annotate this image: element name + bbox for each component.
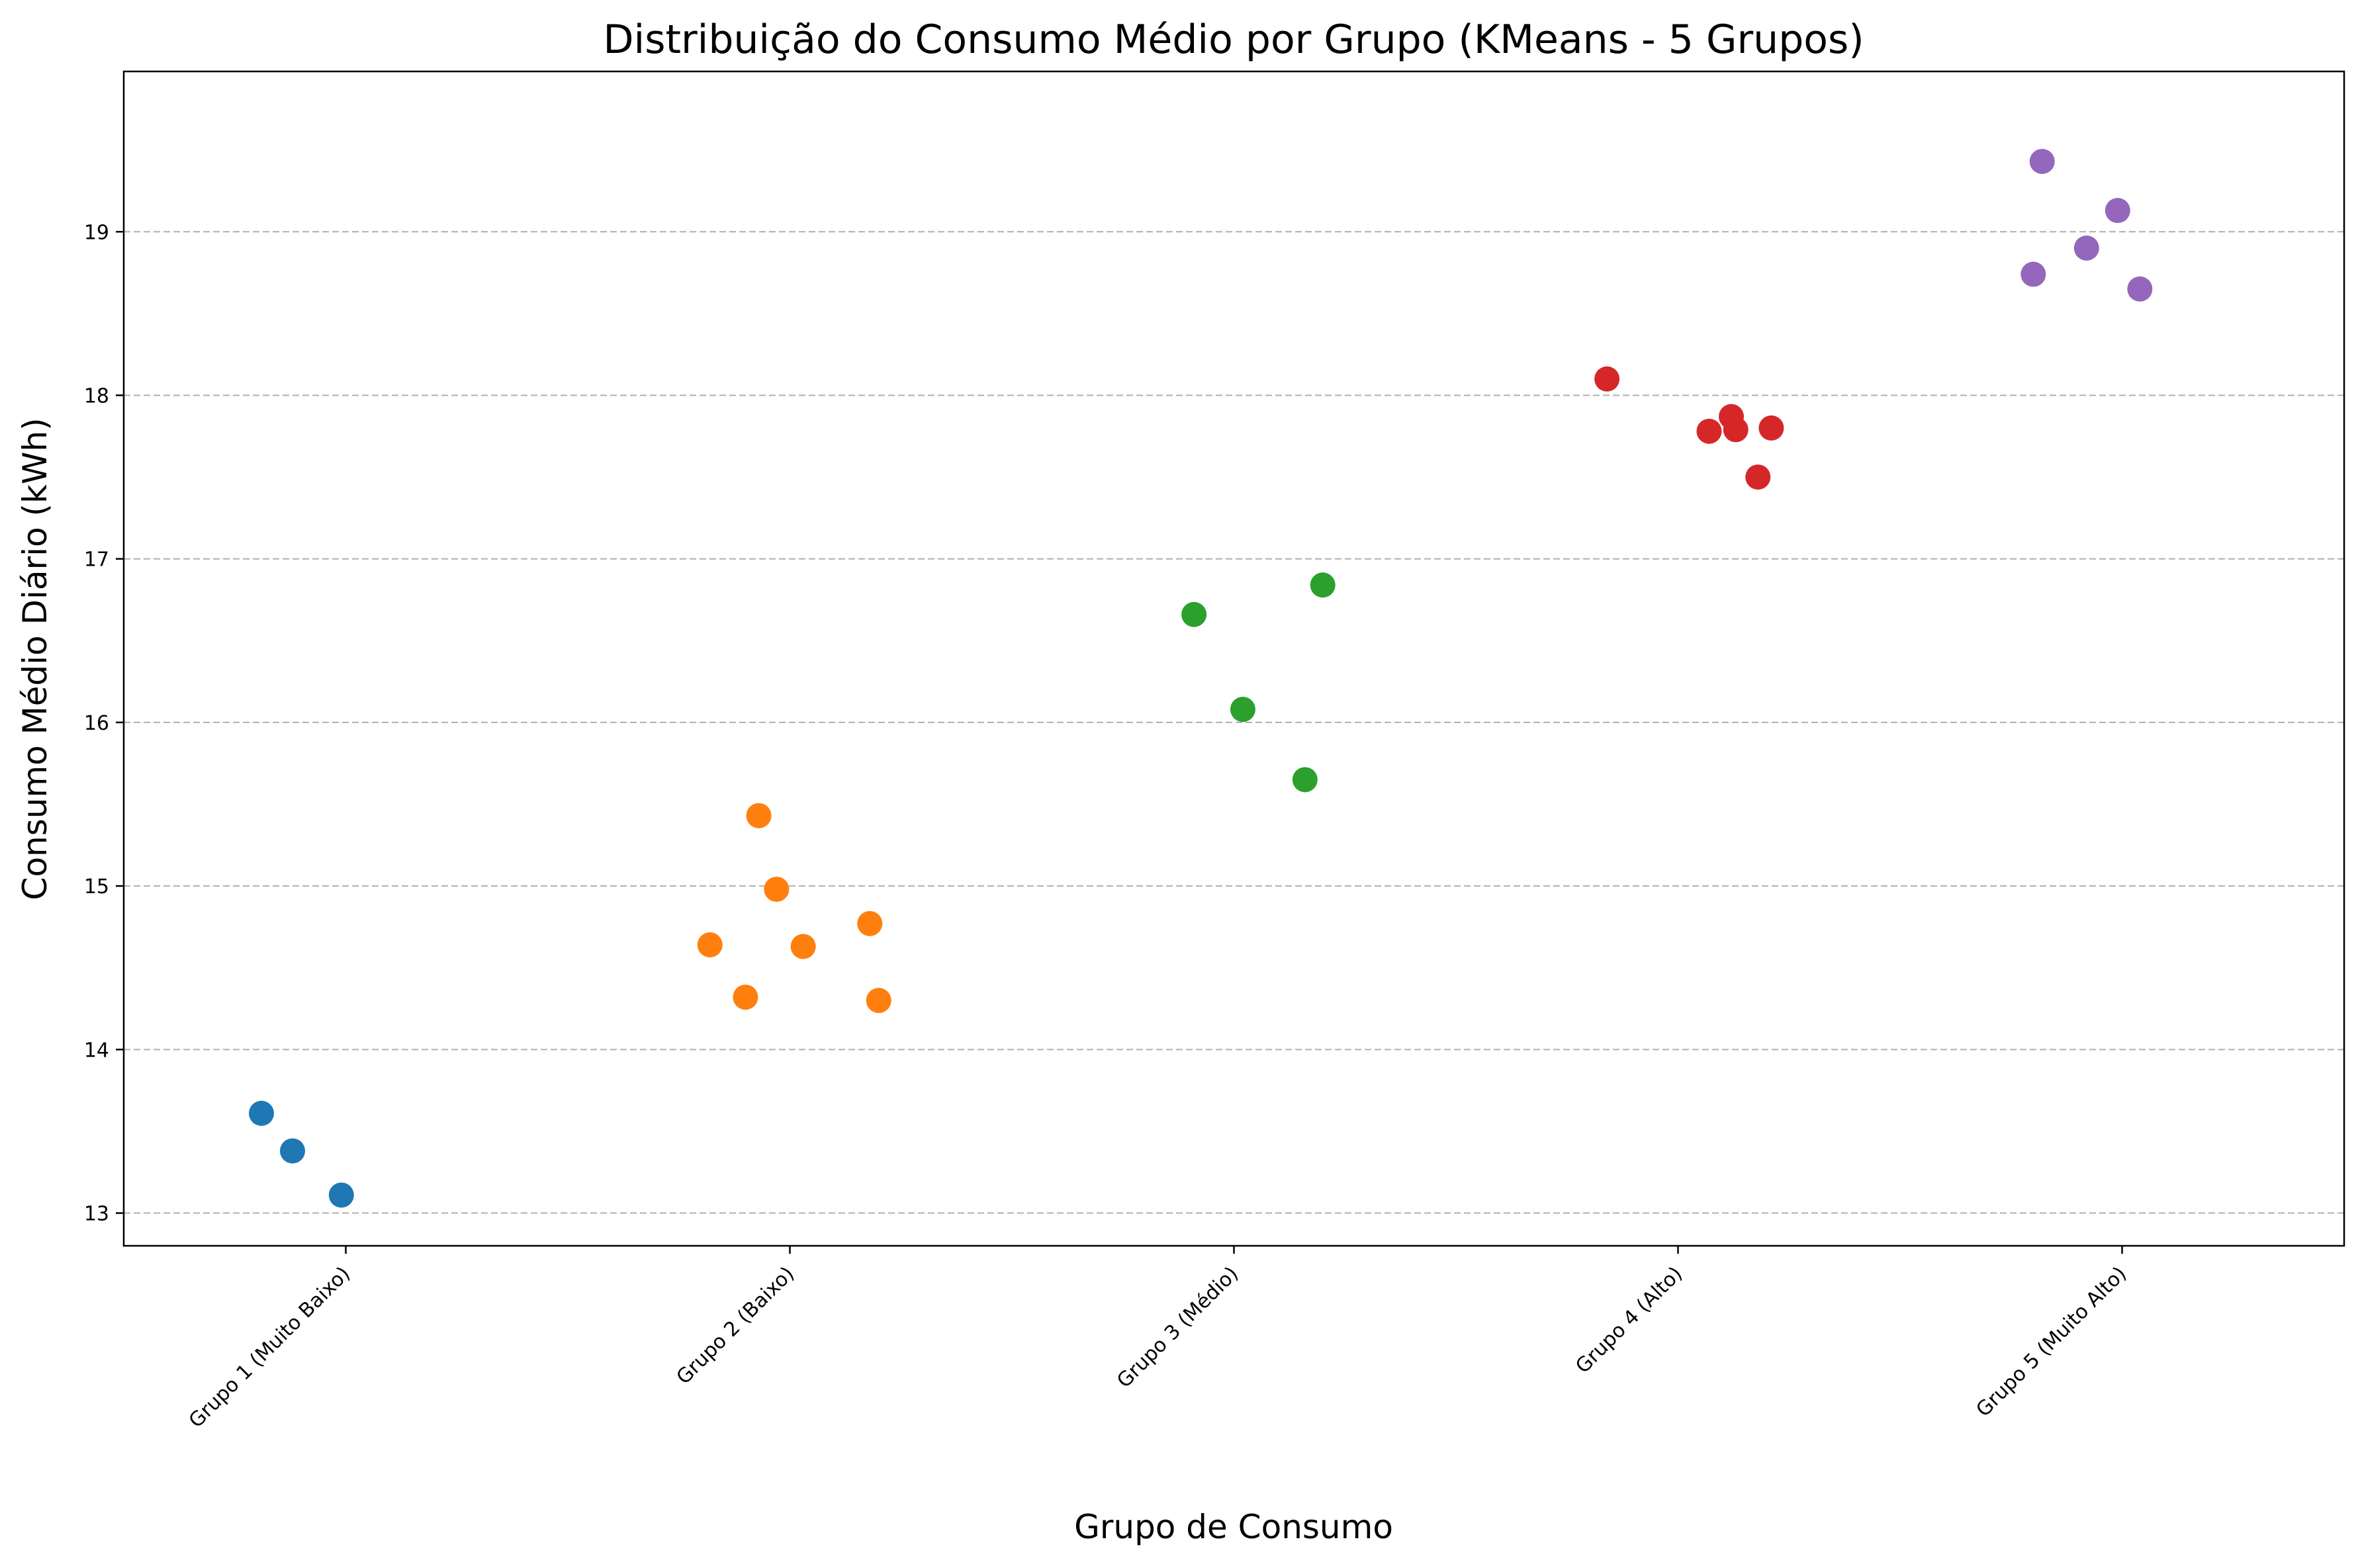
data-point [857,910,883,936]
data-point [1696,418,1722,444]
data-point [2073,235,2099,261]
data-point [1230,697,1255,722]
data-point [279,1138,305,1164]
data-point [249,1100,275,1126]
y-tick-label: 19 [84,221,109,244]
data-point [790,934,816,959]
y-axis-title: Consumo Médio Diário (kWh) [16,417,54,900]
data-point [1758,415,1784,441]
data-point [764,877,790,902]
data-point [2105,198,2130,224]
data-point [1594,366,1620,392]
data-point [866,988,891,1014]
y-tick-label: 17 [84,548,109,572]
gridlines [124,231,2344,1214]
data-point [697,932,723,958]
data-point [746,803,772,828]
y-tick-label: 18 [84,384,109,408]
y-tick-label: 14 [84,1039,109,1062]
data-point [1181,601,1207,627]
data-point [1310,572,1336,598]
data-point [2127,276,2153,302]
y-axis: 13 14 15 16 17 18 19 [84,221,124,1226]
y-tick-label: 13 [84,1203,109,1226]
data-point [733,984,758,1010]
x-axis-title: Grupo de Consumo [1074,1508,1393,1546]
data-points [249,148,2153,1208]
y-tick-label: 16 [84,712,109,735]
data-point [1292,767,1318,793]
data-point [1745,464,1771,490]
chart-title: Distribuição do Consumo Médio por Grupo … [603,17,1864,63]
data-point [2029,148,2055,174]
y-tick-label: 15 [84,875,109,898]
data-point [1723,417,1749,443]
data-point [2021,261,2046,287]
data-point [328,1182,354,1208]
